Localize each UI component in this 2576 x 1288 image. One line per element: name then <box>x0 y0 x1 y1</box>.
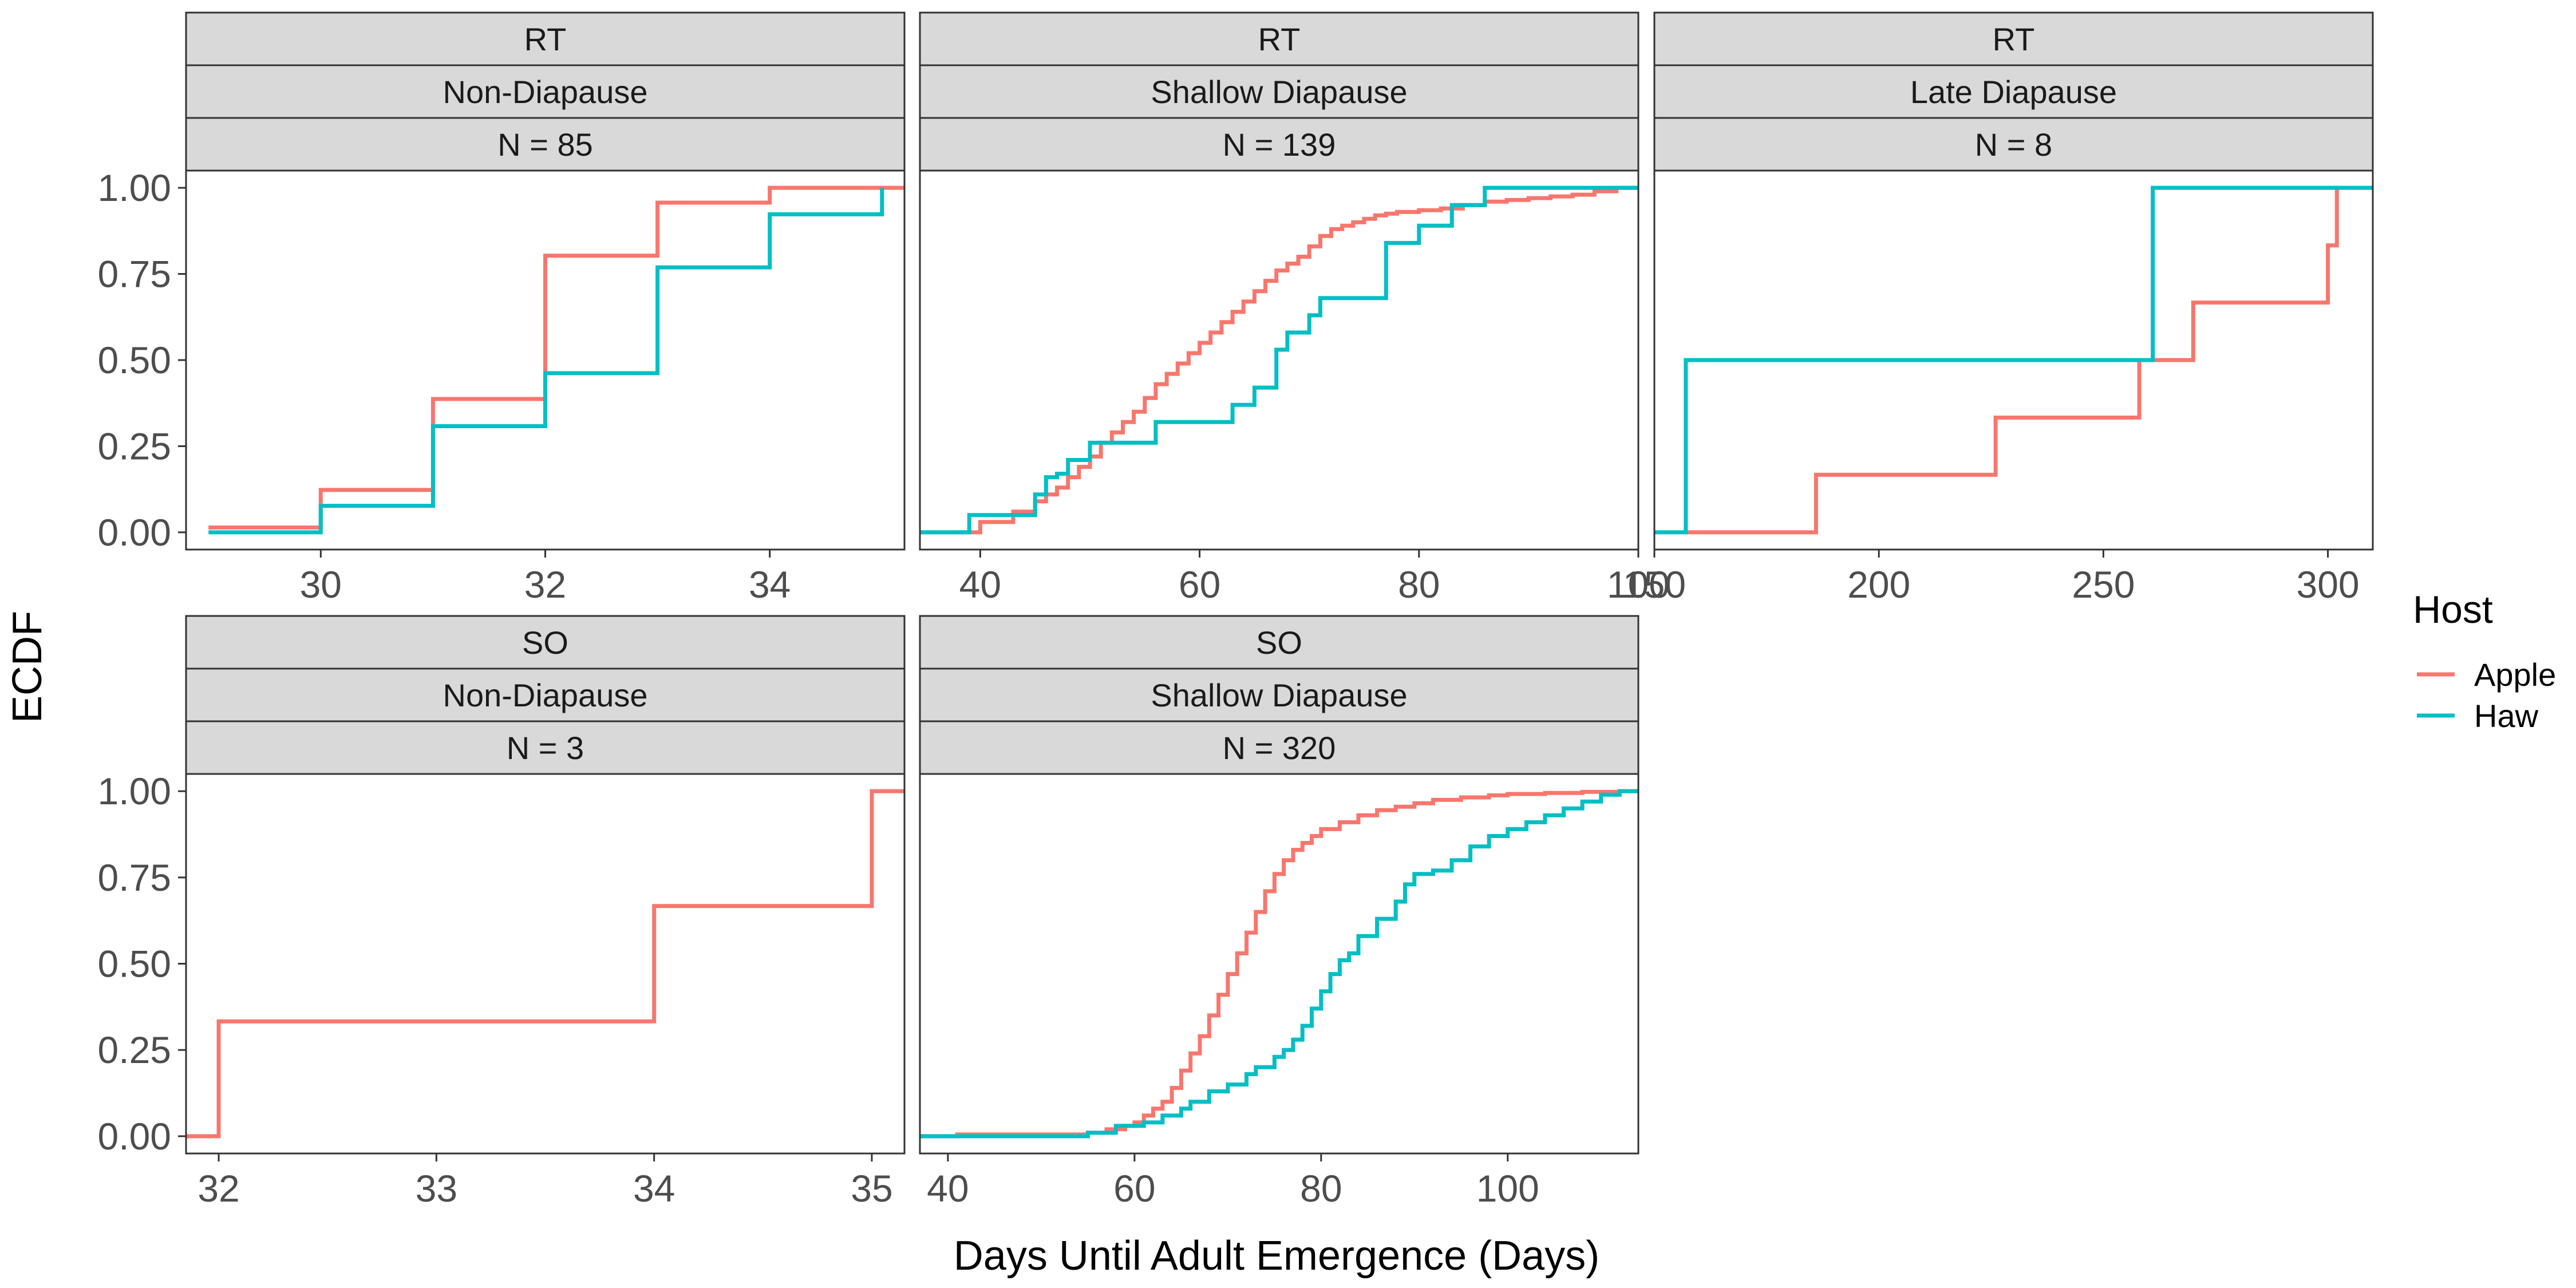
facet-strip-label: Shallow Diapause <box>1151 677 1407 713</box>
facet-strip <box>919 11 1639 66</box>
facet-strip <box>185 11 906 66</box>
facet-strip-label: Shallow Diapause <box>1151 74 1407 110</box>
facet-strip <box>1653 11 2374 66</box>
x-tick-label: 40 <box>959 563 1001 606</box>
facet-strip <box>1653 64 2374 119</box>
y-tick-label: 0.00 <box>98 1115 171 1157</box>
plot-area <box>186 774 904 1153</box>
facet-strip <box>185 720 906 775</box>
x-tick-label: 35 <box>851 1167 892 1210</box>
y-tick-label: 0.25 <box>98 425 171 467</box>
x-tick-label: 30 <box>300 563 342 606</box>
facet-strip-label: Non-Diapause <box>443 74 648 110</box>
facet-strip-label: RT <box>1993 21 2035 57</box>
facet-panel: RT Late Diapause N = 8 150 200 250 300 <box>1623 11 2374 606</box>
x-axis-title: Days Until Adult Emergence (Days) <box>954 1233 1599 1279</box>
ecdf-line-haw <box>1654 185 2373 535</box>
legend-label: Haw <box>2474 698 2539 734</box>
facet-strip <box>919 117 1639 172</box>
legend-title: Host <box>2413 588 2493 631</box>
x-tick-label: 60 <box>1179 563 1220 606</box>
ecdf-line-apple <box>208 185 904 530</box>
facet-strip-label: N = 139 <box>1223 127 1336 163</box>
y-tick-label: 0.75 <box>98 856 171 899</box>
x-tick-label: 80 <box>1398 563 1440 606</box>
legend-label: Apple <box>2474 657 2556 693</box>
facet-strip <box>185 117 906 172</box>
facet-strip-label: SO <box>1256 625 1302 661</box>
y-axis-title: ECDF <box>5 611 50 723</box>
facet-strip-label: Late Diapause <box>1910 74 2117 110</box>
facet-strip-label: Non-Diapause <box>443 677 648 713</box>
x-tick-label: 300 <box>2297 563 2360 606</box>
y-tick-label: 0.75 <box>98 253 171 295</box>
facet-strip <box>919 64 1639 119</box>
ecdf-line-haw <box>920 185 1638 535</box>
y-tick-label: 1.00 <box>98 167 171 209</box>
x-tick-label: 33 <box>416 1167 457 1210</box>
x-tick-label: 150 <box>1623 563 1686 606</box>
facet-panel: SO Non-Diapause N = 3 32 33 34 35 0.00 0.25 0.50 0… <box>98 615 906 1210</box>
facet-strip <box>185 667 906 722</box>
ecdf-line-apple <box>920 789 1638 1139</box>
ecdf-line-haw <box>208 188 884 535</box>
plot-area <box>920 774 1638 1153</box>
y-tick-label: 0.50 <box>98 339 171 381</box>
facet-strip-label: N = 3 <box>507 730 584 766</box>
panel-border <box>919 773 1639 1155</box>
x-tick-label: 80 <box>1300 1167 1342 1210</box>
facet-strip-label: SO <box>522 625 568 661</box>
facet-strip-label: N = 320 <box>1223 730 1336 766</box>
facet-strip <box>185 64 906 119</box>
ecdf-line-haw <box>920 789 1638 1139</box>
ecdf-line-apple <box>186 789 904 1139</box>
facet-strip-label: RT <box>524 21 567 57</box>
x-tick-label: 34 <box>633 1167 675 1210</box>
x-tick-label: 200 <box>1847 563 1910 606</box>
facet-panels: RT Non-Diapause N = 85 30 32 34 0.00 0.25 0.50 0.… <box>98 11 2374 1210</box>
y-tick-label: 0.50 <box>98 943 171 985</box>
x-tick-label: 250 <box>2072 563 2135 606</box>
panel-border <box>919 169 1639 551</box>
facet-strip <box>1653 117 2374 172</box>
ecdf-line-apple <box>1685 185 2342 535</box>
facet-strip <box>919 615 1639 670</box>
panel-border <box>1653 169 2374 551</box>
facet-strip-label: N = 8 <box>1975 127 2052 163</box>
x-tick-label: 32 <box>524 563 566 606</box>
facet-strip <box>919 667 1639 722</box>
facet-strip-label: RT <box>1258 21 1301 57</box>
x-tick-label: 40 <box>927 1167 969 1210</box>
facet-strip <box>185 615 906 670</box>
x-tick-label: 100 <box>1476 1167 1539 1210</box>
legend: Host Apple Haw <box>2413 588 2556 734</box>
facet-panel: RT Shallow Diapause N = 139 40 60 80 100 <box>919 11 1670 606</box>
x-tick-label: 60 <box>1113 1167 1155 1210</box>
x-tick-label: 32 <box>197 1167 239 1210</box>
x-tick-label: 100 <box>1607 563 1670 606</box>
facet-strip-label: N = 85 <box>497 127 593 163</box>
y-tick-label: 0.25 <box>98 1029 171 1071</box>
plot-area <box>920 171 1638 550</box>
facet-strip <box>919 720 1639 775</box>
x-tick-label: 34 <box>749 563 791 606</box>
y-tick-label: 1.00 <box>98 770 171 812</box>
y-tick-label: 0.00 <box>98 511 171 554</box>
facet-panel: SO Shallow Diapause N = 320 40 60 80 100 <box>919 615 1639 1210</box>
facet-panel: RT Non-Diapause N = 85 30 32 34 0.00 0.25 0.50 0.… <box>98 11 906 606</box>
